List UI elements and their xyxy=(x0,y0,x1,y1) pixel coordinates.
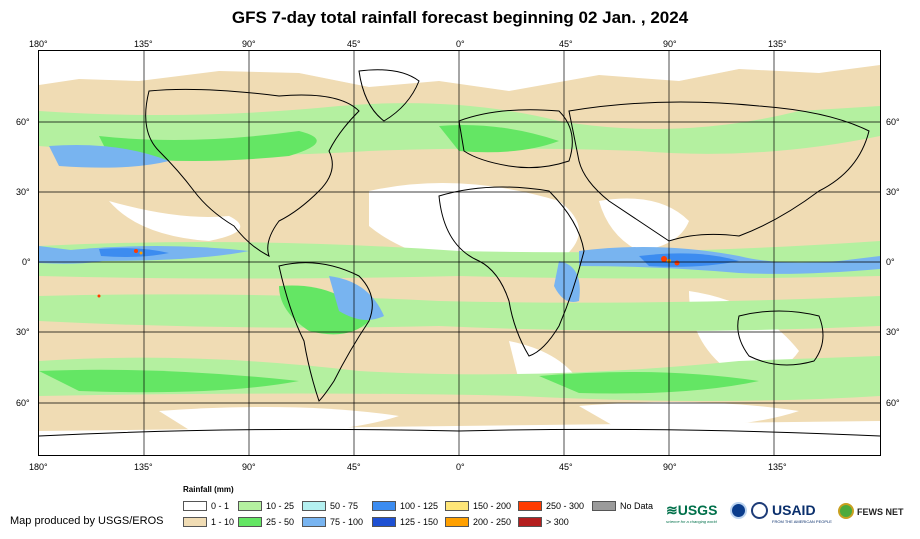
legend-swatch xyxy=(302,501,326,511)
usgs-logo-text: USGS xyxy=(677,502,718,518)
lon-tick: 180° xyxy=(29,39,48,49)
lon-tick: 180° xyxy=(29,462,48,472)
legend-item: 200 - 250 xyxy=(445,516,511,528)
lon-tick: 45° xyxy=(559,39,573,49)
greenland-outline xyxy=(358,69,420,122)
lon-tick: 90° xyxy=(663,462,677,472)
africa-outline xyxy=(438,186,585,357)
legend-swatch xyxy=(518,517,542,527)
lat-tick: 0° xyxy=(886,257,895,267)
legend-item: 10 - 25 xyxy=(238,500,294,512)
legend-label: 10 - 25 xyxy=(266,501,295,511)
legend-swatch xyxy=(518,501,542,511)
south-america-outline xyxy=(278,262,373,402)
antarctica-outline xyxy=(39,428,880,437)
lat-tick: 0° xyxy=(22,257,31,267)
legend-label: 75 - 100 xyxy=(330,517,364,527)
legend-item: 1 - 10 xyxy=(183,516,234,528)
legend-item: 100 - 125 xyxy=(372,500,438,512)
asia-outline xyxy=(568,101,870,242)
legend-item: 125 - 150 xyxy=(372,516,438,528)
lat-tick: 30° xyxy=(886,327,900,337)
legend-swatch xyxy=(592,501,616,511)
usaid-logo[interactable]: USAID xyxy=(772,502,816,518)
legend-swatch xyxy=(238,501,262,511)
legend-swatch xyxy=(372,517,396,527)
lon-tick: 45° xyxy=(347,39,361,49)
north-america-outline xyxy=(145,88,360,257)
legend-item: 50 - 75 xyxy=(302,500,358,512)
legend-label: 100 - 125 xyxy=(400,501,439,511)
legend-swatch xyxy=(302,517,326,527)
legend-swatch xyxy=(445,517,469,527)
legend-item: 25 - 50 xyxy=(238,516,294,528)
legend-item: 75 - 100 xyxy=(302,516,363,528)
lat-tick: 60° xyxy=(886,398,900,408)
lon-tick: 135° xyxy=(768,462,787,472)
legend-label: 200 - 250 xyxy=(473,517,512,527)
legend-swatch xyxy=(372,501,396,511)
legend-label: 150 - 200 xyxy=(473,501,512,511)
legend-item: 0 - 1 xyxy=(183,500,229,512)
lon-tick: 0° xyxy=(456,39,465,49)
lon-tick: 0° xyxy=(456,462,465,472)
fews-net-logo[interactable]: FEWS NET xyxy=(857,507,904,517)
europe-outline xyxy=(458,109,573,169)
usaid-tagline: FROM THE AMERICAN PEOPLE xyxy=(772,519,832,524)
lon-tick: 135° xyxy=(134,462,153,472)
legend-swatch xyxy=(183,517,207,527)
lon-tick: 45° xyxy=(347,462,361,472)
legend-swatch xyxy=(183,501,207,511)
legend-item: 250 - 300 xyxy=(518,500,584,512)
lat-tick: 30° xyxy=(16,187,30,197)
lat-tick: 60° xyxy=(16,398,30,408)
lon-tick: 135° xyxy=(134,39,153,49)
lat-tick: 60° xyxy=(16,117,30,127)
usgs-tagline: science for a changing world xyxy=(666,519,717,524)
noaa-seal-icon[interactable] xyxy=(730,502,747,519)
lat-tick: 30° xyxy=(16,327,30,337)
australia-outline xyxy=(737,310,824,366)
legend-item: > 300 xyxy=(518,516,569,528)
legend-label: 125 - 150 xyxy=(400,517,439,527)
legend-label: No Data xyxy=(620,501,654,511)
legend-label: 0 - 1 xyxy=(211,501,230,511)
legend-swatch xyxy=(445,501,469,511)
map-canvas xyxy=(39,51,880,455)
legend-swatch xyxy=(238,517,262,527)
legend-label: > 300 xyxy=(546,517,569,527)
legend-label: 25 - 50 xyxy=(266,517,295,527)
lon-tick: 90° xyxy=(242,39,256,49)
lon-tick: 45° xyxy=(559,462,573,472)
lon-tick: 90° xyxy=(242,462,256,472)
lon-tick: 135° xyxy=(768,39,787,49)
lat-tick: 60° xyxy=(886,117,900,127)
fews-globe-icon xyxy=(838,503,854,519)
legend-label: 250 - 300 xyxy=(546,501,585,511)
lon-tick: 90° xyxy=(663,39,677,49)
credit-text: Map produced by USGS/EROS xyxy=(10,515,164,527)
legend-item: 150 - 200 xyxy=(445,500,511,512)
rainfall-map[interactable] xyxy=(38,50,881,456)
legend-label: 1 - 10 xyxy=(211,517,235,527)
usaid-seal-icon[interactable] xyxy=(751,502,768,519)
moderate-rain-bands xyxy=(39,125,759,394)
usgs-wave-icon: ≋ xyxy=(666,502,678,518)
legend-title: Rainfall (mm) xyxy=(183,485,234,494)
lat-tick: 30° xyxy=(886,187,900,197)
usgs-logo[interactable]: ≋USGS xyxy=(666,502,717,519)
legend-item: No Data xyxy=(592,500,653,512)
legend-label: 50 - 75 xyxy=(330,501,359,511)
map-title: GFS 7-day total rainfall forecast beginn… xyxy=(231,8,689,27)
coastlines xyxy=(39,69,880,437)
